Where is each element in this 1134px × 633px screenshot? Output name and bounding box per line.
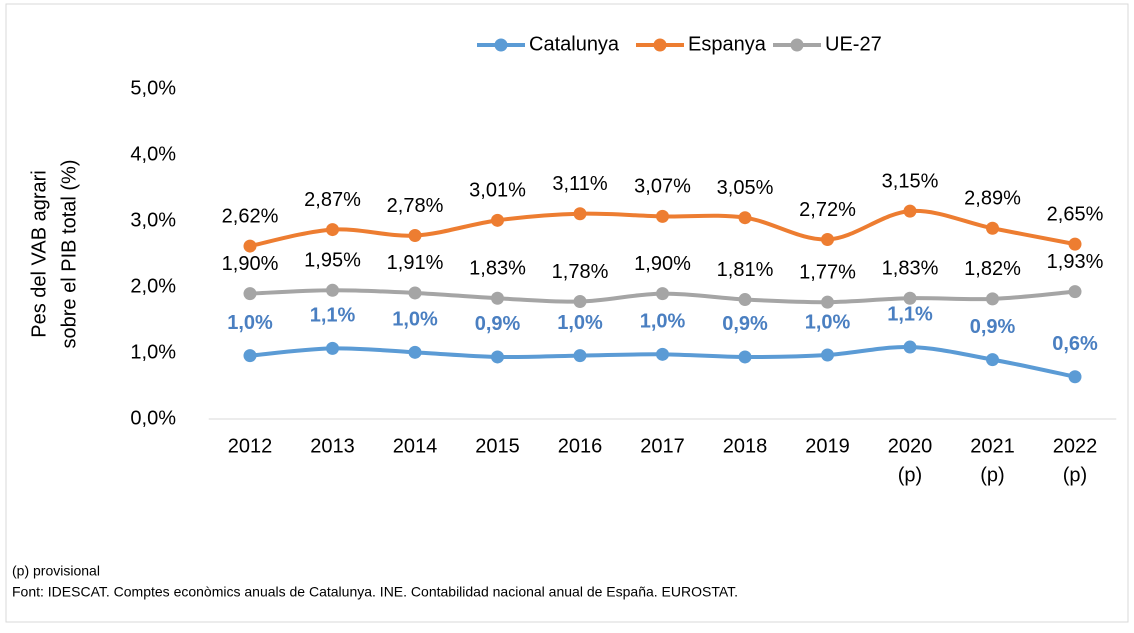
data-label: 1,83% — [469, 258, 526, 280]
x-tick-label: (p) — [1063, 464, 1087, 486]
data-point — [326, 223, 339, 237]
data-label: 2,72% — [799, 199, 856, 221]
legend-marker — [790, 38, 804, 52]
data-point — [326, 283, 339, 297]
data-point — [903, 340, 917, 354]
legend-label: UE-27 — [825, 33, 882, 55]
data-point — [738, 211, 752, 225]
data-label: 1,77% — [799, 261, 856, 283]
data-label: 1,90% — [222, 253, 279, 275]
x-tick-label: 2013 — [310, 435, 355, 457]
data-point — [408, 229, 422, 243]
data-point — [821, 348, 834, 362]
data-label: 3,11% — [552, 173, 607, 195]
data-point — [326, 341, 339, 355]
data-point — [903, 291, 917, 305]
data-label: 1,0% — [557, 312, 603, 334]
data-point — [1068, 370, 1082, 384]
x-tick-label: 2016 — [558, 435, 603, 457]
x-tick-label: 2015 — [475, 435, 520, 457]
data-point — [491, 213, 504, 227]
data-point — [656, 209, 669, 223]
data-label: 3,05% — [717, 177, 774, 199]
data-label: 1,0% — [227, 312, 273, 334]
legend-label: Catalunya — [529, 33, 620, 55]
data-label: 1,78% — [552, 261, 609, 283]
data-point — [821, 232, 834, 246]
data-label: 1,0% — [805, 311, 851, 333]
data-label: 1,1% — [310, 305, 356, 327]
chart-border — [5, 3, 1129, 623]
data-point — [986, 353, 999, 367]
data-label: 1,90% — [634, 253, 691, 275]
data-point — [408, 345, 422, 359]
data-point — [1068, 237, 1082, 251]
data-point — [821, 295, 834, 309]
data-label: 1,1% — [887, 303, 933, 325]
y-tick-label: 4,0% — [130, 143, 176, 165]
data-label: 3,15% — [882, 170, 939, 192]
x-tick-label: (p) — [898, 464, 922, 486]
data-label: 0,9% — [475, 313, 521, 335]
data-label: 1,93% — [1047, 251, 1104, 273]
data-label: 1,81% — [717, 259, 774, 281]
data-label: 1,83% — [882, 258, 939, 280]
data-label: 0,9% — [970, 316, 1016, 338]
data-label: 0,9% — [722, 313, 768, 335]
x-tick-label: 2020 — [888, 435, 933, 457]
x-tick-label: 2012 — [228, 435, 273, 457]
data-label: 3,01% — [469, 180, 526, 202]
data-point — [243, 239, 257, 253]
x-tick-label: (p) — [980, 464, 1004, 486]
data-label: 1,82% — [964, 258, 1021, 280]
data-label: 2,87% — [304, 189, 361, 211]
data-point — [243, 287, 257, 301]
data-label: 1,0% — [640, 311, 686, 333]
data-label: 3,07% — [634, 176, 691, 198]
legend-label: Espanya — [688, 33, 767, 55]
y-tick-label: 2,0% — [130, 275, 176, 297]
y-tick-label: 1,0% — [130, 341, 176, 363]
data-point — [573, 207, 587, 221]
data-point — [1068, 285, 1082, 299]
data-label: 0,6% — [1052, 333, 1098, 355]
data-label: 2,78% — [387, 195, 444, 217]
x-tick-label: 2022 — [1053, 435, 1098, 457]
data-point — [243, 349, 257, 363]
legend-marker — [653, 38, 667, 52]
data-point — [491, 350, 504, 364]
x-tick-label: 2017 — [640, 435, 685, 457]
data-point — [986, 292, 999, 306]
y-tick-label: 0,0% — [130, 407, 176, 429]
note: (p) provisional — [12, 563, 100, 579]
data-point — [656, 287, 669, 301]
data-point — [656, 347, 669, 361]
y-tick-label: 5,0% — [130, 77, 176, 99]
x-tick-label: 2021 — [970, 435, 1015, 457]
data-label: 1,95% — [304, 250, 361, 272]
legend-marker — [494, 38, 508, 52]
y-tick-label: 3,0% — [130, 209, 176, 231]
data-label: 2,89% — [964, 188, 1021, 210]
y-axis-title: Pes del VAB agrari — [28, 170, 50, 338]
data-label: 2,65% — [1047, 203, 1104, 225]
source: Font: IDESCAT. Comptes econòmics anuals … — [12, 584, 738, 600]
x-tick-label: 2018 — [723, 435, 768, 457]
data-label: 1,0% — [392, 309, 438, 331]
data-point — [573, 295, 587, 309]
data-point — [491, 291, 504, 305]
data-point — [903, 204, 917, 218]
y-axis-title: sobre el PIB total (%) — [58, 160, 80, 349]
data-point — [573, 349, 587, 363]
data-point — [986, 221, 999, 235]
data-point — [738, 293, 752, 307]
data-point — [408, 286, 422, 300]
x-tick-label: 2014 — [393, 435, 438, 457]
x-tick-label: 2019 — [805, 435, 850, 457]
data-point — [738, 350, 752, 364]
data-label: 1,91% — [387, 252, 444, 274]
data-label: 2,62% — [222, 205, 279, 227]
